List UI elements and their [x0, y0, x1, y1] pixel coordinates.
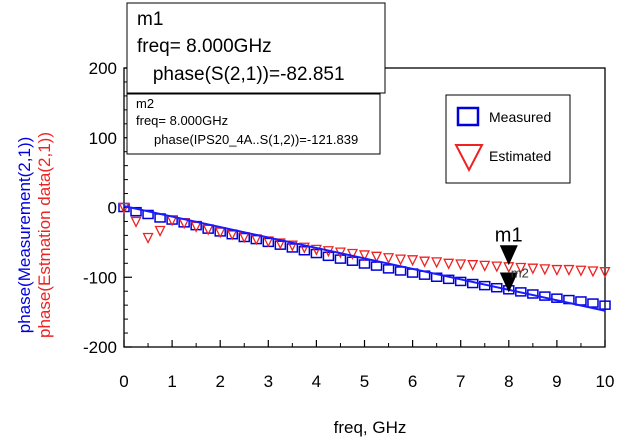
estimated-point-0	[118, 202, 130, 214]
y-tick-label-1: 100	[89, 129, 117, 148]
marker-readout-m1-line-3: phase(S(2,1))=-82.851	[137, 64, 345, 85]
measured-point-39	[587, 298, 599, 308]
measured-point-1	[130, 206, 142, 217]
estimated-point-13	[274, 238, 286, 250]
x-tick-label-10: 10	[596, 372, 615, 391]
estimated-point-3	[154, 225, 166, 237]
estimated-point-19	[346, 248, 359, 260]
series-fit-line	[123, 205, 606, 312]
marker-arrow-m2	[499, 272, 518, 293]
estimated-point-29	[467, 260, 479, 272]
marker-readout-m1: m1 freq= 8.000GHz phase(S(2,1))=-82.851	[126, 2, 386, 94]
legend-measured-swatch	[456, 106, 480, 127]
measured-point-27	[442, 274, 455, 285]
marker-readout-m1-line-1: m1	[137, 9, 163, 30]
marker-readout-m2-line-2: freq= 8.000GHz	[136, 113, 228, 128]
legend-measured-label: Measured	[489, 109, 551, 125]
marker-readout-m1-line-2: freq= 8.000GHz	[137, 36, 272, 57]
x-tick-label-9: 9	[552, 372, 561, 391]
estimated-point-21	[370, 251, 383, 263]
measured-point-16	[310, 248, 323, 259]
y-axis-label-measurement: phase(Measurement(2,1))	[15, 137, 34, 334]
estimated-point-37	[563, 264, 575, 277]
estimated-point-26	[431, 257, 443, 269]
x-tick-label-6: 6	[408, 372, 417, 391]
y-tick-label-0: 200	[89, 59, 117, 78]
estimated-point-30	[479, 260, 491, 272]
y-tick-label-4: -200	[83, 338, 117, 357]
x-tick-label-1: 1	[167, 372, 176, 391]
measured-point-15	[298, 245, 311, 256]
measured-point-18	[334, 254, 347, 264]
series-layer	[118, 202, 611, 312]
marker-readout-m2-line-1: m2	[136, 96, 154, 111]
estimated-point-2	[142, 232, 154, 244]
estimated-point-27	[443, 258, 455, 270]
legend: Measured Estimated	[445, 94, 571, 184]
x-tick-label-0: 0	[119, 372, 128, 391]
x-axis: 0 1 2 3 4 5 6 7 8 9 10	[119, 340, 614, 391]
marker-readout-m2-line-3: phase(IPS20_4A..S(1,2))=-121.839	[136, 132, 358, 147]
estimated-point-39	[587, 266, 599, 278]
y-axis: 200 100 0 -100 -200	[83, 59, 132, 357]
estimated-point-1	[130, 216, 142, 228]
estimated-point-16	[310, 244, 322, 256]
x-tick-label-3: 3	[264, 372, 273, 391]
x-tick-label-2: 2	[215, 372, 224, 391]
x-tick-label-4: 4	[312, 372, 321, 391]
estimated-point-28	[455, 259, 467, 271]
legend-estimated-label: Estimated	[489, 148, 551, 164]
estimated-point-36	[551, 264, 563, 277]
estimated-point-31	[491, 261, 503, 273]
markers-layer: m1 m2	[495, 224, 529, 293]
y-axis-label-estimation: phase(Estmation data(2,1))	[35, 132, 54, 338]
estimated-point-24	[407, 255, 419, 267]
marker-label-m2: m2	[511, 265, 529, 280]
estimated-point-40	[599, 267, 611, 279]
y-tick-label-2: 0	[108, 199, 117, 218]
estimated-point-25	[419, 256, 431, 268]
x-tick-label-5: 5	[360, 372, 369, 391]
marker-label-m1: m1	[495, 224, 523, 246]
estimated-point-38	[575, 265, 587, 277]
legend-estimated-swatch	[454, 144, 484, 173]
estimated-point-33	[515, 262, 527, 274]
measured-point-40	[599, 300, 611, 310]
x-axis-label: freq, GHz	[334, 418, 407, 437]
x-tick-label-7: 7	[456, 372, 465, 391]
estimated-point-23	[395, 254, 407, 266]
marker-readout-m2: m2 freq= 8.000GHz phase(IPS20_4A..S(1,2)…	[126, 93, 381, 155]
measured-point-14	[286, 243, 299, 253]
measured-point-22	[382, 264, 395, 274]
y-tick-label-3: -100	[83, 268, 117, 287]
estimated-point-35	[539, 264, 551, 276]
estimated-point-14	[286, 240, 298, 252]
estimated-point-22	[382, 253, 395, 265]
estimated-point-34	[527, 263, 539, 275]
estimated-point-20	[358, 250, 371, 262]
estimated-point-15	[298, 242, 310, 254]
measured-point-17	[322, 251, 335, 262]
x-tick-label-8: 8	[504, 372, 513, 391]
marker-arrow-m1	[499, 245, 518, 266]
